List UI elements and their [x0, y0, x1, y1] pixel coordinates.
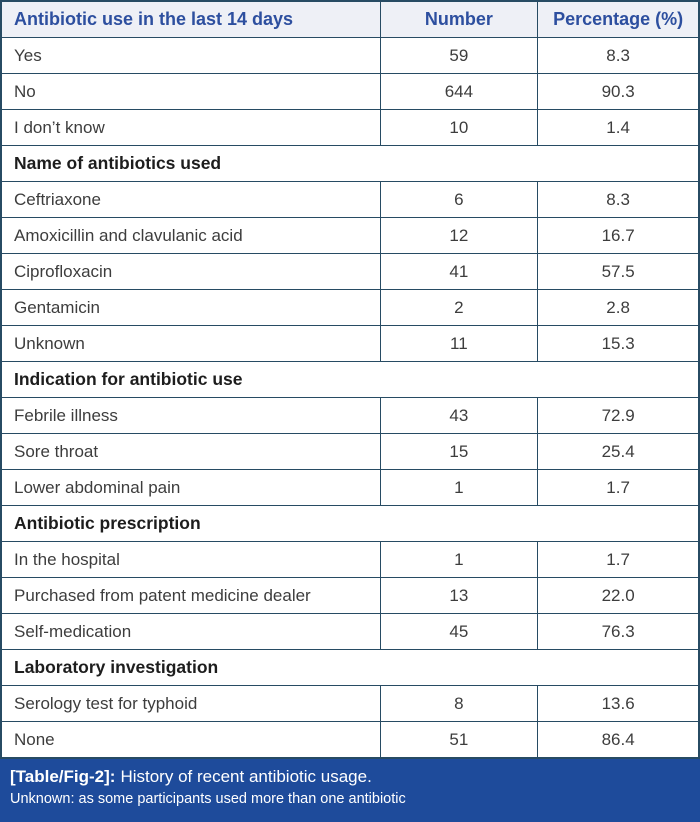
table-row: Self-medication 45 76.3	[0, 613, 700, 650]
row-percentage-cell: 22.0	[537, 577, 700, 614]
table-caption-note: Unknown: as some participants used more …	[10, 791, 406, 808]
column-header-antibiotic-use: Antibiotic use in the last 14 days	[0, 0, 381, 38]
row-label-cell: Ciprofloxacin	[0, 253, 381, 290]
row-label-cell: Self-medication	[0, 613, 381, 650]
section-header-row: Indication for antibiotic use	[0, 361, 700, 398]
row-percentage-cell: 8.3	[537, 37, 700, 74]
row-number-cell: 15	[379, 433, 539, 470]
row-number-cell: 2	[379, 289, 539, 326]
row-percentage-cell: 25.4	[537, 433, 700, 470]
row-percentage-cell: 2.8	[537, 289, 700, 326]
table-row: Ciprofloxacin 41 57.5	[0, 253, 700, 290]
row-percentage-cell: 8.3	[537, 181, 700, 218]
table-row: Lower abdominal pain 1 1.7	[0, 469, 700, 506]
row-label-cell: I don’t know	[0, 109, 381, 146]
row-number-cell: 1	[379, 541, 539, 578]
section-title: Laboratory investigation	[0, 649, 700, 686]
table-row: No 644 90.3	[0, 73, 700, 110]
table-caption: [Table/Fig-2]: History of recent antibiot…	[0, 759, 700, 822]
row-number-cell: 8	[379, 685, 539, 722]
table-row: Purchased from patent medicine dealer 13 2…	[0, 577, 700, 614]
section-title: Antibiotic prescription	[0, 505, 700, 542]
row-number-cell: 6	[379, 181, 539, 218]
row-percentage-cell: 76.3	[537, 613, 700, 650]
row-label-cell: Unknown	[0, 325, 381, 362]
row-number-cell: 13	[379, 577, 539, 614]
row-percentage-cell: 1.7	[537, 469, 700, 506]
column-header-number: Number	[379, 0, 539, 38]
row-label-cell: Ceftriaxone	[0, 181, 381, 218]
table-row: Amoxicillin and clavulanic acid 12 16.7	[0, 217, 700, 254]
row-number-cell: 11	[379, 325, 539, 362]
row-number-cell: 1	[379, 469, 539, 506]
table-row: None 51 86.4	[0, 721, 700, 759]
row-label-cell: In the hospital	[0, 541, 381, 578]
table-caption-text: History of recent antibiotic usage.	[120, 767, 372, 786]
row-percentage-cell: 15.3	[537, 325, 700, 362]
table-row: Sore throat 15 25.4	[0, 433, 700, 470]
row-label-cell: Amoxicillin and clavulanic acid	[0, 217, 381, 254]
row-number-cell: 43	[379, 397, 539, 434]
row-percentage-cell: 16.7	[537, 217, 700, 254]
row-label-cell: None	[0, 721, 381, 759]
table-row: In the hospital 1 1.7	[0, 541, 700, 578]
row-percentage-cell: 86.4	[537, 721, 700, 759]
row-number-cell: 12	[379, 217, 539, 254]
antibiotic-usage-table: Antibiotic use in the last 14 days Numbe…	[0, 0, 700, 759]
row-percentage-cell: 13.6	[537, 685, 700, 722]
section-title: Name of antibiotics used	[0, 145, 700, 182]
table-caption-line: [Table/Fig-2]: History of recent antibiot…	[10, 766, 688, 788]
section-header-row: Name of antibiotics used	[0, 145, 700, 182]
row-label-cell: Gentamicin	[0, 289, 381, 326]
row-label-cell: Purchased from patent medicine dealer	[0, 577, 381, 614]
section-title: Indication for antibiotic use	[0, 361, 700, 398]
row-label-cell: No	[0, 73, 381, 110]
row-label-cell: Serology test for typhoid	[0, 685, 381, 722]
row-number-cell: 51	[379, 721, 539, 759]
row-percentage-cell: 1.7	[537, 541, 700, 578]
row-label-cell: Sore throat	[0, 433, 381, 470]
column-header-percentage: Percentage (%)	[537, 0, 700, 38]
table-row: Unknown 11 15.3	[0, 325, 700, 362]
row-number-cell: 644	[379, 73, 539, 110]
row-percentage-cell: 1.4	[537, 109, 700, 146]
row-label-cell: Lower abdominal pain	[0, 469, 381, 506]
table-header-row: Antibiotic use in the last 14 days Numbe…	[0, 0, 700, 38]
row-number-cell: 59	[379, 37, 539, 74]
row-number-cell: 45	[379, 613, 539, 650]
table-row: Febrile illness 43 72.9	[0, 397, 700, 434]
row-percentage-cell: 72.9	[537, 397, 700, 434]
row-percentage-cell: 90.3	[537, 73, 700, 110]
section-header-row: Laboratory investigation	[0, 649, 700, 686]
row-percentage-cell: 57.5	[537, 253, 700, 290]
row-label-cell: Yes	[0, 37, 381, 74]
table-row: Yes 59 8.3	[0, 37, 700, 74]
table-row: Serology test for typhoid 8 13.6	[0, 685, 700, 722]
table-caption-tag: [Table/Fig-2]:	[10, 767, 116, 786]
row-number-cell: 10	[379, 109, 539, 146]
table-row: Gentamicin 2 2.8	[0, 289, 700, 326]
section-header-row: Antibiotic prescription	[0, 505, 700, 542]
table-row: I don’t know 10 1.4	[0, 109, 700, 146]
row-number-cell: 41	[379, 253, 539, 290]
row-label-cell: Febrile illness	[0, 397, 381, 434]
table-row: Ceftriaxone 6 8.3	[0, 181, 700, 218]
